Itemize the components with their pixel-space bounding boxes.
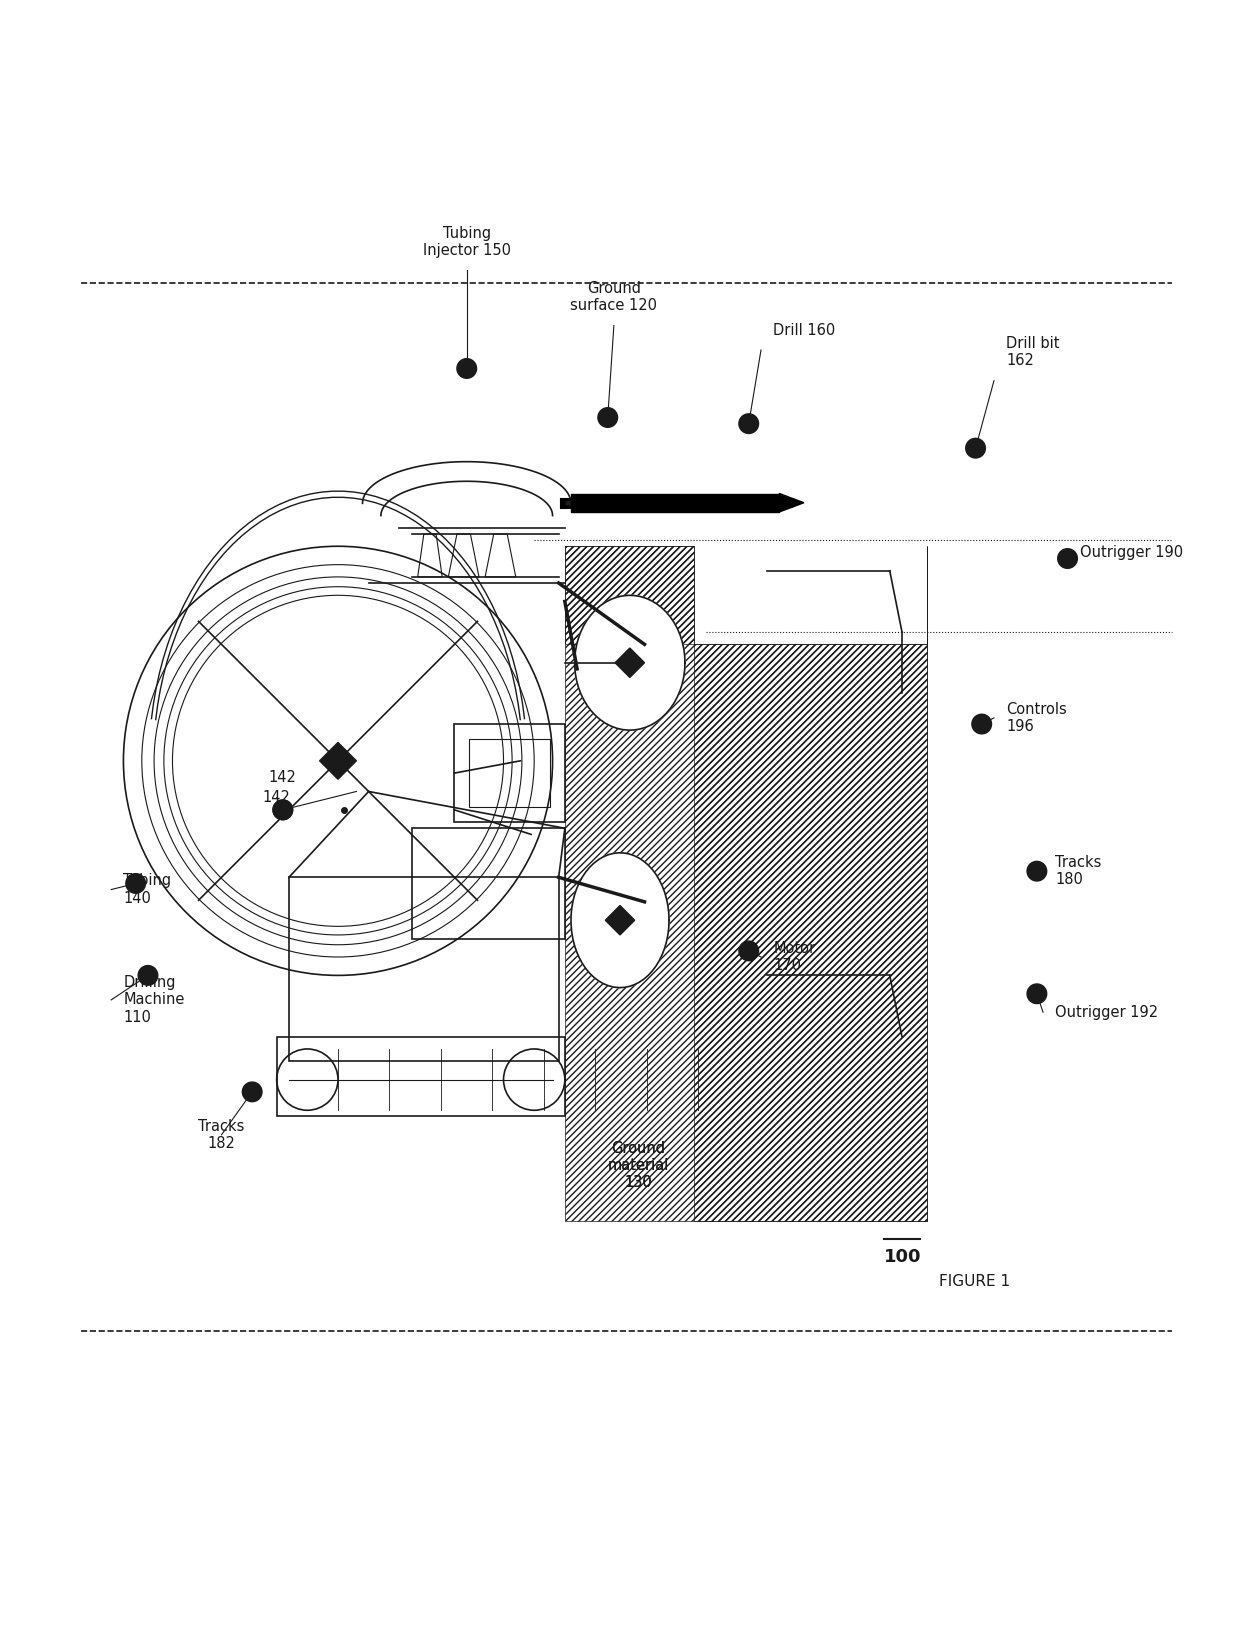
- Bar: [412, 829, 565, 938]
- Text: Tracks
180: Tracks 180: [1055, 855, 1101, 888]
- Bar: [289, 878, 559, 1061]
- Circle shape: [273, 800, 293, 819]
- Text: 100: 100: [884, 1248, 921, 1266]
- Text: Outrigger 190: Outrigger 190: [1080, 545, 1183, 560]
- Circle shape: [456, 359, 476, 379]
- Bar: [469, 739, 551, 808]
- Text: Tubing
Injector 150: Tubing Injector 150: [423, 225, 511, 258]
- Text: 142: 142: [263, 790, 290, 805]
- Circle shape: [1058, 548, 1078, 568]
- Polygon shape: [320, 743, 356, 778]
- Text: Ground
surface 120: Ground surface 120: [570, 281, 657, 313]
- Text: Ground
material
130: Ground material 130: [608, 1141, 670, 1190]
- Polygon shape: [605, 906, 635, 935]
- Polygon shape: [572, 854, 670, 987]
- Polygon shape: [780, 493, 804, 512]
- Circle shape: [126, 873, 145, 893]
- Polygon shape: [615, 648, 645, 677]
- Text: Tracks
182: Tracks 182: [198, 1118, 244, 1151]
- Circle shape: [242, 1082, 262, 1102]
- Circle shape: [739, 942, 759, 961]
- Circle shape: [1027, 862, 1047, 881]
- Circle shape: [138, 966, 157, 986]
- Text: Outrigger 192: Outrigger 192: [1055, 1005, 1158, 1020]
- Circle shape: [966, 439, 986, 459]
- Bar: [455, 725, 565, 823]
- Circle shape: [1027, 984, 1047, 1004]
- Bar: [277, 1036, 565, 1116]
- Text: Drill 160: Drill 160: [774, 323, 836, 338]
- Text: Drill bit
162: Drill bit 162: [1006, 336, 1060, 369]
- Text: Drilling
Machine
110: Drilling Machine 110: [124, 974, 185, 1025]
- Text: FIGURE 1: FIGURE 1: [939, 1275, 1009, 1289]
- Text: Motor
170: Motor 170: [774, 940, 816, 973]
- Text: 142: 142: [269, 770, 296, 785]
- Text: Controls
196: Controls 196: [1006, 702, 1066, 734]
- Circle shape: [739, 415, 759, 434]
- Text: Tubing
140: Tubing 140: [124, 873, 171, 906]
- Text: Ground
material
130: Ground material 130: [608, 1141, 670, 1190]
- Polygon shape: [574, 596, 684, 730]
- Circle shape: [598, 408, 618, 428]
- Circle shape: [972, 715, 992, 734]
- Circle shape: [273, 800, 293, 819]
